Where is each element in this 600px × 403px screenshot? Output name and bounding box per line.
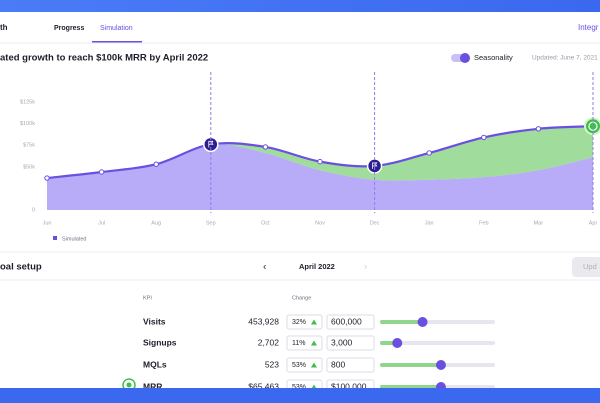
current: $65,463: [248, 381, 279, 391]
goal-marker: [584, 117, 600, 136]
point: [481, 134, 487, 141]
point: [426, 150, 432, 156]
col-header: Change: [292, 295, 311, 301]
y-tick-label: $100k: [20, 121, 35, 127]
x-tick-label: Oct: [261, 220, 270, 226]
brand: th: [0, 23, 8, 32]
gain-area: [47, 126, 593, 181]
flag-icon: [372, 162, 378, 169]
flag-icon: [208, 140, 214, 148]
legend-swatch: [53, 236, 57, 240]
kpi: Signups: [143, 337, 177, 347]
x-tick-label: Nov: [315, 220, 325, 226]
point: [98, 169, 105, 175]
toggle-knob: [460, 53, 470, 63]
change: 53%: [292, 362, 306, 369]
current: 523: [265, 359, 279, 369]
top-bar: [0, 0, 600, 12]
change-box: [286, 314, 323, 330]
legend-label: Simulated: [62, 236, 86, 242]
kpi: MRR: [143, 381, 162, 391]
target: 600,000: [331, 316, 362, 326]
x-tick-label: Dec: [370, 220, 380, 226]
tab-underline: [92, 41, 142, 43]
slider-fill: [380, 363, 441, 367]
bottom-bar: [0, 388, 600, 403]
change-box: [286, 357, 323, 373]
slider-fill: [380, 320, 423, 324]
target: 3,000: [331, 337, 353, 347]
target-box: [326, 314, 375, 330]
change: 11%: [292, 340, 306, 347]
table: Visits 453,928 32% 600,000 Signups 2,702 11% 3,…: [143, 314, 495, 395]
up-arrow: [311, 319, 317, 325]
col-header: KPI: [143, 295, 152, 301]
updated: Updated: June 7, 2021: [532, 55, 598, 62]
point: [535, 126, 542, 132]
tab-active[interactable]: Simulation: [100, 25, 133, 32]
slider-knob[interactable]: [392, 338, 403, 348]
current: 2,702: [258, 337, 280, 347]
kpi: MQLs: [143, 359, 167, 369]
base-area: [47, 143, 593, 210]
y-tick-label: 0: [32, 207, 35, 213]
kpi: Visits: [143, 316, 166, 326]
month: April 2022: [299, 262, 335, 271]
y-tick-label: $125k: [20, 99, 35, 105]
x-tick-label: Feb: [479, 220, 488, 226]
goal-icon-dot: [126, 382, 132, 388]
slider-track: [380, 341, 495, 345]
page-title: ated growth to reach $100k MRR by April …: [0, 53, 208, 64]
target-box: [326, 357, 375, 373]
change: 53%: [292, 384, 306, 391]
x-tick-label: Mar: [534, 220, 544, 226]
button-label: Upd: [583, 262, 597, 271]
target: $100,000: [331, 381, 367, 391]
x-tick-label: Sep: [206, 220, 216, 226]
slider-knob[interactable]: [435, 360, 446, 370]
x-tick-label: Jul: [98, 220, 105, 226]
x-tick-label: Jun: [43, 220, 52, 226]
toggle-label: Seasonality: [474, 53, 513, 62]
change-box: [286, 335, 323, 351]
button[interactable]: [572, 257, 600, 277]
up-arrow: [311, 340, 317, 346]
current: 453,928: [248, 316, 279, 326]
slider-knob[interactable]: [417, 317, 428, 327]
next[interactable]: ›: [364, 262, 367, 273]
x-tick-label: Apr: [589, 220, 598, 226]
point: [153, 161, 159, 167]
target-box: [326, 335, 375, 351]
nav-link[interactable]: Integr: [578, 23, 599, 32]
x-tick-label: Jan: [425, 220, 434, 226]
point: [317, 158, 323, 165]
y-tick-label: $50k: [23, 164, 35, 170]
tab[interactable]: Progress: [54, 25, 84, 32]
y-tick-label: $75k: [23, 143, 35, 149]
point: [262, 144, 269, 150]
x-tick-label: Aug: [151, 220, 161, 226]
prev[interactable]: ‹: [263, 262, 266, 273]
section-title: oal setup: [0, 262, 42, 273]
point: [44, 175, 50, 181]
target: 800: [331, 359, 345, 369]
chart: 0 $50k $75k $100k $125k Jun Jul Aug Sep Oct Nov Dec…: [20, 99, 600, 226]
change: 32%: [292, 319, 306, 326]
up-arrow: [311, 362, 317, 368]
